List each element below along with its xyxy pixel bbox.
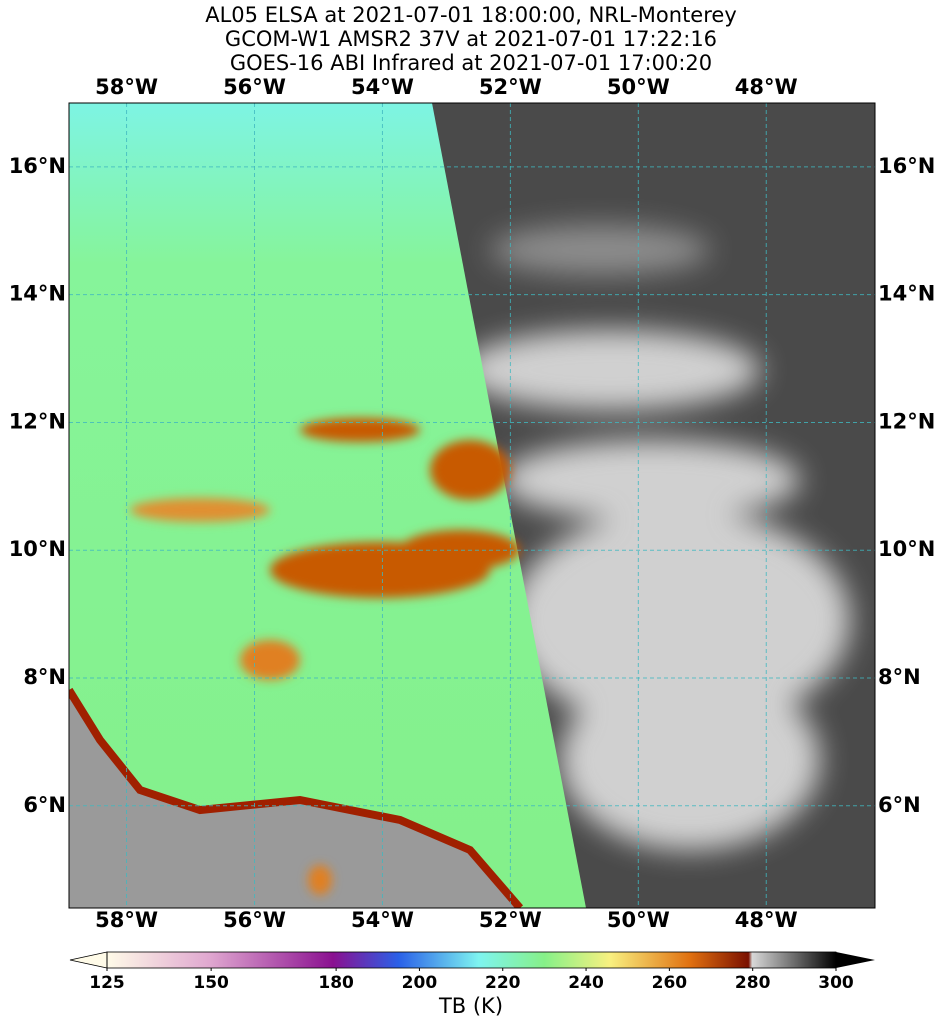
colorbar-label: TB (K) xyxy=(438,994,503,1018)
x-tick-label: 48°W xyxy=(735,908,798,932)
colorbar-min-extend xyxy=(69,951,108,969)
x-tick-label: 54°W xyxy=(351,908,414,932)
y-tick-label: 6°N xyxy=(23,793,66,817)
colorbar-tick-label: 220 xyxy=(485,973,521,993)
colorbar xyxy=(107,952,836,968)
colorbar-tick-label: 200 xyxy=(402,973,438,993)
x-tick-label: 56°W xyxy=(223,75,286,99)
colorbar-tick-label: 260 xyxy=(652,973,688,993)
colorbar-tick-label: 150 xyxy=(193,973,229,993)
title-line: GOES-16 ABI Infrared at 2021-07-01 17:00… xyxy=(230,51,712,75)
y-tick-label: 16°N xyxy=(878,154,935,178)
imagery xyxy=(69,103,875,908)
y-tick-label: 14°N xyxy=(878,282,935,306)
x-tick-label: 52°W xyxy=(479,908,542,932)
colorbar-tick-label: 300 xyxy=(818,973,854,993)
y-tick-label: 8°N xyxy=(878,665,921,689)
y-tick-label: 10°N xyxy=(878,537,935,561)
colorbar-tick-label: 125 xyxy=(89,973,125,993)
title-line: GCOM-W1 AMSR2 37V at 2021-07-01 17:22:16 xyxy=(225,27,717,51)
x-tick-label: 52°W xyxy=(479,75,542,99)
x-tick-label: 58°W xyxy=(95,908,158,932)
x-tick-label: 58°W xyxy=(95,75,158,99)
x-tick-label: 54°W xyxy=(351,75,414,99)
colorbar-tick-label: 280 xyxy=(735,973,771,993)
y-tick-label: 14°N xyxy=(9,282,66,306)
title-line: AL05 ELSA at 2021-07-01 18:00:00, NRL-Mo… xyxy=(205,3,737,27)
colorbar-frame xyxy=(106,951,837,969)
colorbar-max-extend xyxy=(836,952,875,968)
colorbar-tick-label: 240 xyxy=(568,973,604,993)
y-tick-label: 6°N xyxy=(878,793,921,817)
y-tick-label: 12°N xyxy=(9,409,66,433)
x-tick-label: 50°W xyxy=(607,908,670,932)
y-tick-label: 10°N xyxy=(9,537,66,561)
grid xyxy=(69,103,875,908)
y-tick-label: 12°N xyxy=(878,409,935,433)
y-tick-label: 8°N xyxy=(23,665,66,689)
x-tick-label: 48°W xyxy=(735,75,798,99)
x-tick-label: 50°W xyxy=(607,75,670,99)
y-tick-label: 16°N xyxy=(9,154,66,178)
map-frame xyxy=(68,102,876,909)
x-tick-label: 56°W xyxy=(223,908,286,932)
colorbar-tick-label: 180 xyxy=(318,973,354,993)
